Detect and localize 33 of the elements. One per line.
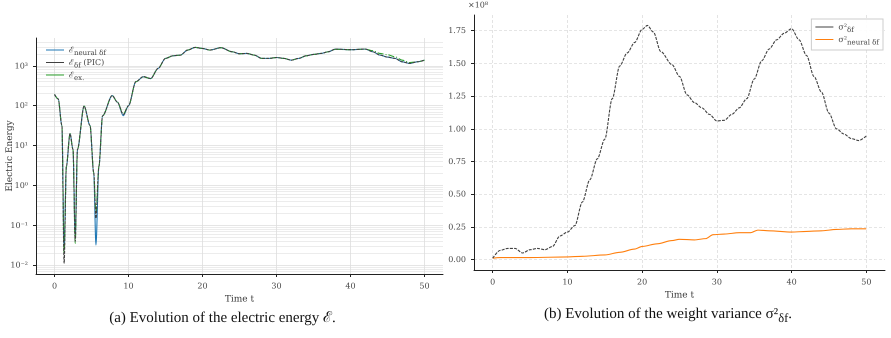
x-tick-label: 50 [419,282,430,290]
x-axis-title: Time t [664,290,694,300]
x-tick-label: 50 [861,278,872,286]
x-tick-label: 40 [345,282,356,290]
y-tick-label: 0.25 [448,222,466,232]
y-tick-label: 1.75 [448,26,466,36]
x-tick-label: 20 [197,282,208,290]
x-tick-label: 30 [271,282,282,290]
x-tick-label: 30 [712,278,722,286]
y-tick-label: 1.50 [448,58,466,68]
y-tick-label: 10¹ [14,141,28,150]
text: (a) Evolution of the electric energy ℰ. [108,309,337,327]
text: ×10⁸ [468,0,488,10]
y-tick-label: 0.50 [448,190,466,199]
y-tick-label: 1.25 [448,92,466,101]
y-tick-label: 10³ [14,61,28,70]
x-tick-label: 10 [562,278,573,286]
y-tick-label: 10⁻² [10,260,28,270]
x-tick-label: 10 [123,282,134,290]
y-axis-title: Electric Energy [5,119,15,192]
y-tick-label: 10⁰ [14,180,28,190]
x-tick-label: 40 [786,278,797,286]
x-tick-label: 0 [52,282,58,290]
y-tick-label: 10⁻¹ [10,220,28,230]
x-tick-label: 0 [490,278,496,286]
text: (b) Evolution of the weight variance σ²$_{δf}$. [543,306,793,326]
y-tick-label: 0.00 [448,255,466,264]
y-tick-label: 0.75 [448,156,466,166]
y-tick-label: 1.00 [448,124,466,134]
x-tick-label: 20 [637,278,648,286]
y-tick-label: 10² [14,101,28,110]
line-series [492,228,867,259]
x-axis-title: Time t [224,294,254,304]
